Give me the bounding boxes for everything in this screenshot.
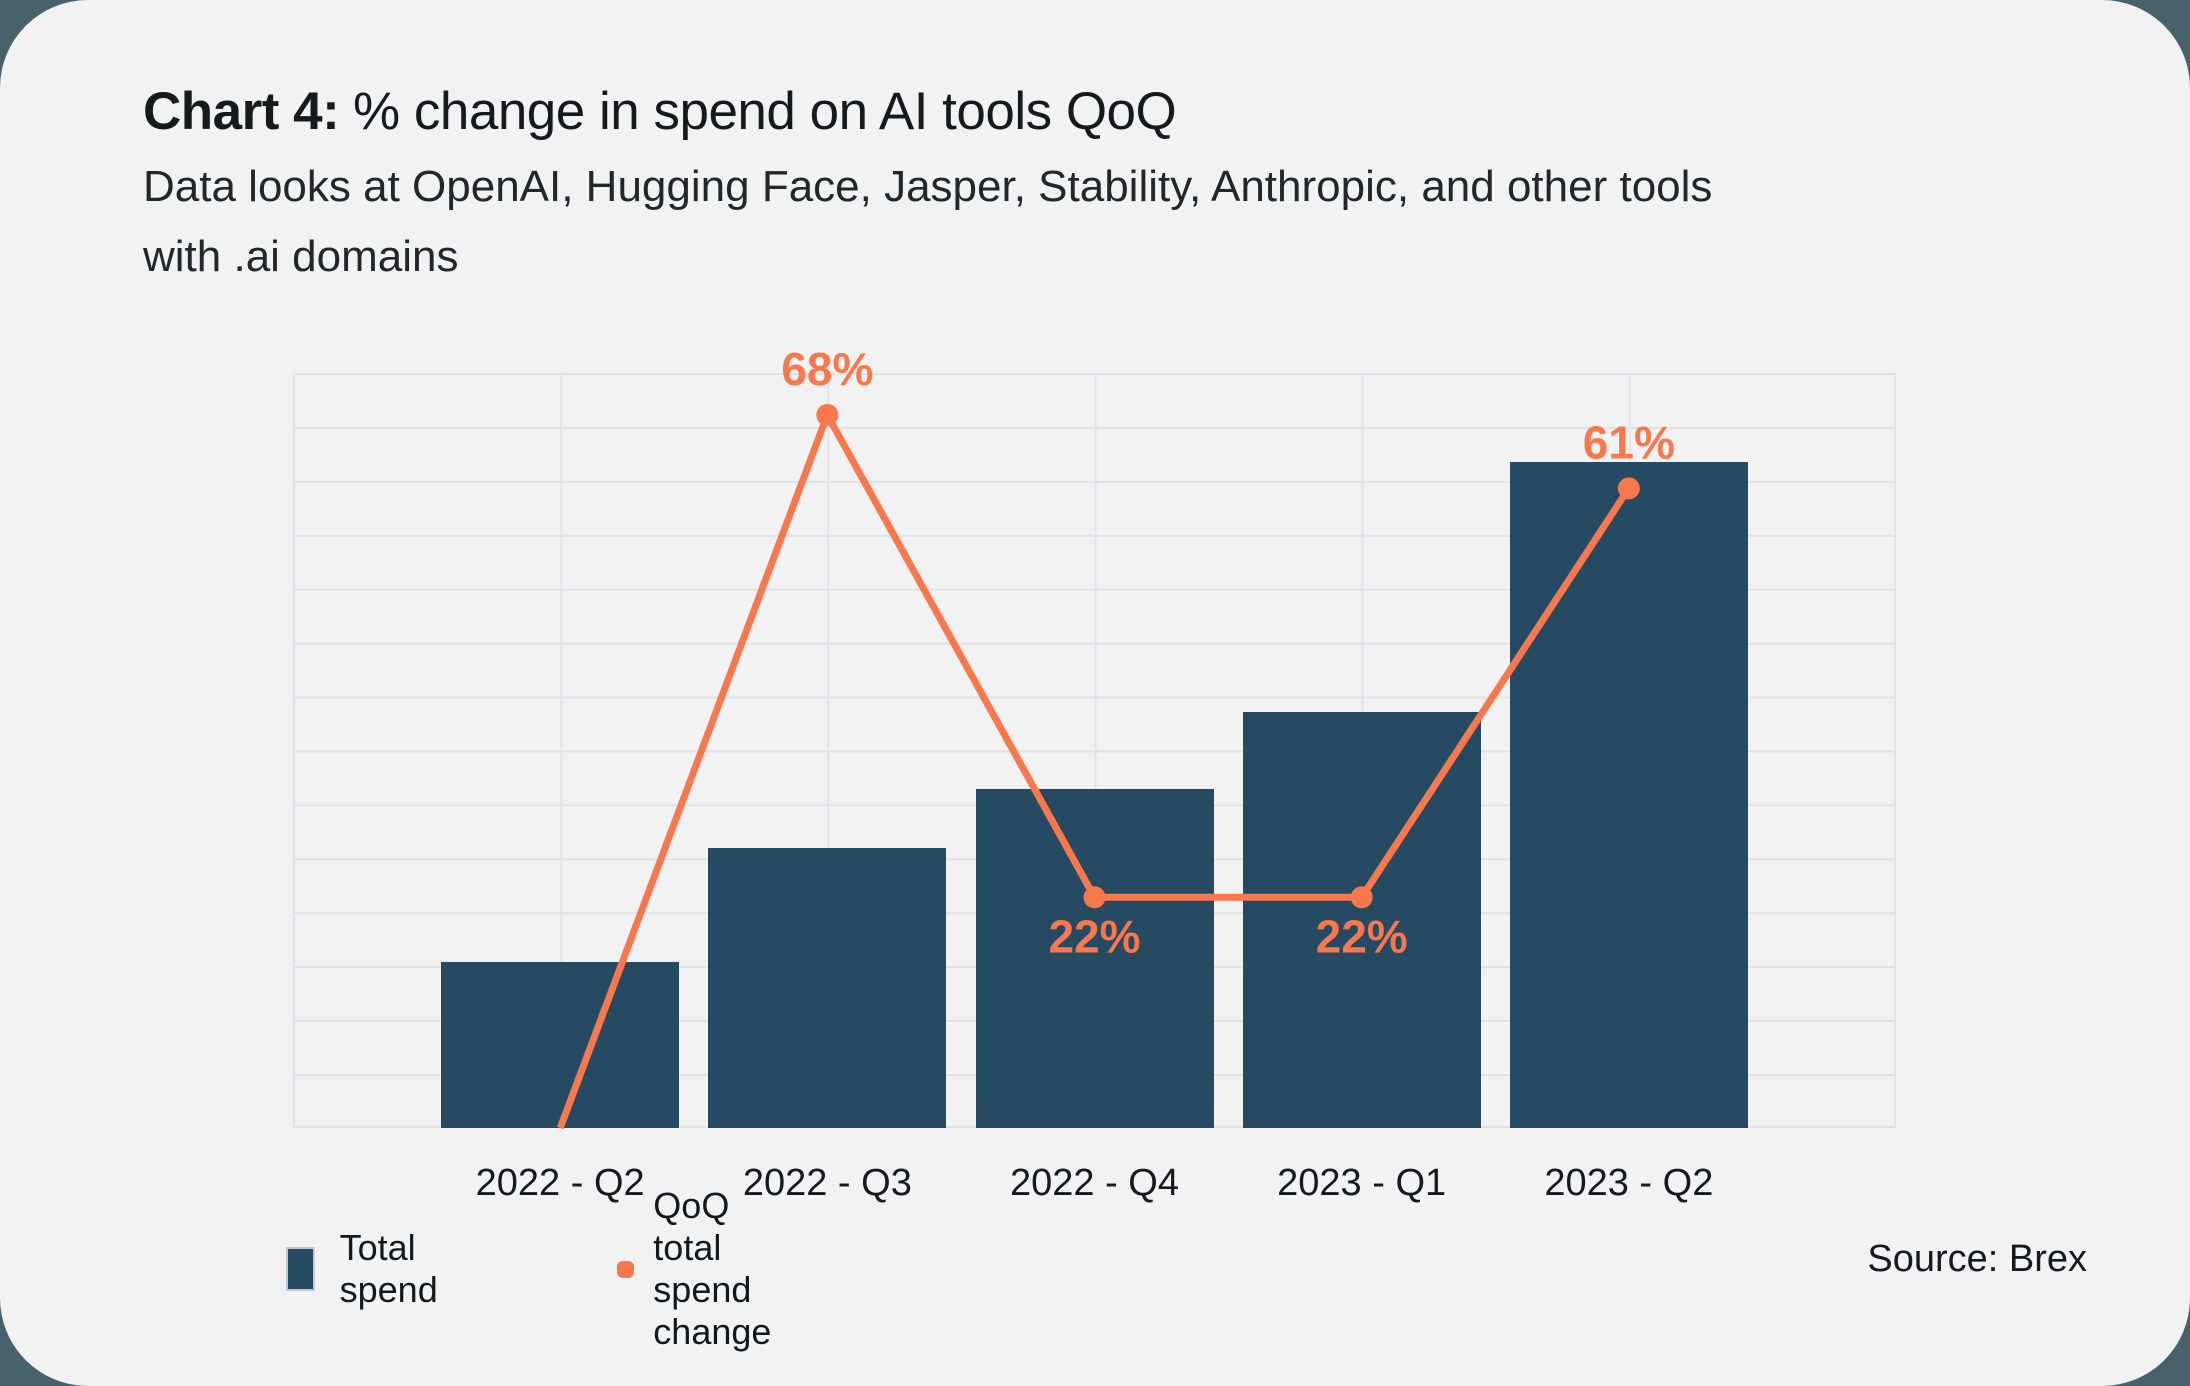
legend-swatch-line-icon (617, 1260, 635, 1278)
legend-label: QoQ total spend change (653, 1185, 772, 1352)
chart-title: Chart 4:% change in spend on AI tools Qo… (143, 82, 1177, 143)
chart-plot-area: 68% 22% 22% 61% 2022 - Q2 2022 - Q3 2022 - Q4… (293, 343, 1896, 1204)
chart-title-text: % change in spend on AI tools QoQ (353, 82, 1177, 141)
x-axis-label: 2022 - Q3 (742, 1162, 912, 1204)
x-axis-labels: 2022 - Q2 2022 - Q3 2022 - Q4 2023 - Q1 2023… (293, 373, 1896, 1204)
bar-2022-Q4 (975, 788, 1214, 1128)
bar-series (293, 373, 1896, 1128)
x-axis-label: 2023 - Q2 (1544, 1162, 1714, 1204)
line-point-label: 22% (1048, 910, 1140, 962)
source-attribution: Source: Brex (1867, 1238, 2087, 1280)
line-point-label: 61% (1583, 416, 1675, 468)
chart-subtitle-line-2: with .ai domains (143, 232, 459, 281)
legend-item-qoq-change: QoQ total spend change (617, 1185, 800, 1352)
line-series: 68% 22% 22% 61% (556, 343, 1675, 1130)
chart-title-number: Chart 4: (143, 82, 340, 141)
bar-2022-Q2 (441, 962, 680, 1128)
line-point-icon (1083, 886, 1106, 909)
line-point-label: 68% (781, 343, 873, 395)
bar-2023-Q2 (1509, 462, 1748, 1128)
line-point-icon (816, 403, 839, 426)
chart-subtitle-line-1: Data looks at OpenAI, Hugging Face, Jasp… (143, 162, 1713, 211)
x-axis-label: 2022 - Q4 (1010, 1162, 1179, 1204)
legend-swatch-bar-icon (286, 1247, 315, 1291)
line-point-label: 22% (1316, 910, 1408, 962)
x-axis-label: 2022 - Q2 (475, 1162, 645, 1204)
bar-2022-Q3 (708, 848, 947, 1128)
x-axis-label: 2023 - Q1 (1277, 1162, 1447, 1204)
chart-subtitle: Data looks at OpenAI, Hugging Face, Jasp… (143, 152, 1712, 292)
legend-item-total-spend: Total spend (286, 1227, 453, 1310)
line-point-icon (1617, 477, 1640, 500)
legend-label: Total spend (339, 1227, 438, 1310)
line-point-icon (1350, 886, 1373, 909)
